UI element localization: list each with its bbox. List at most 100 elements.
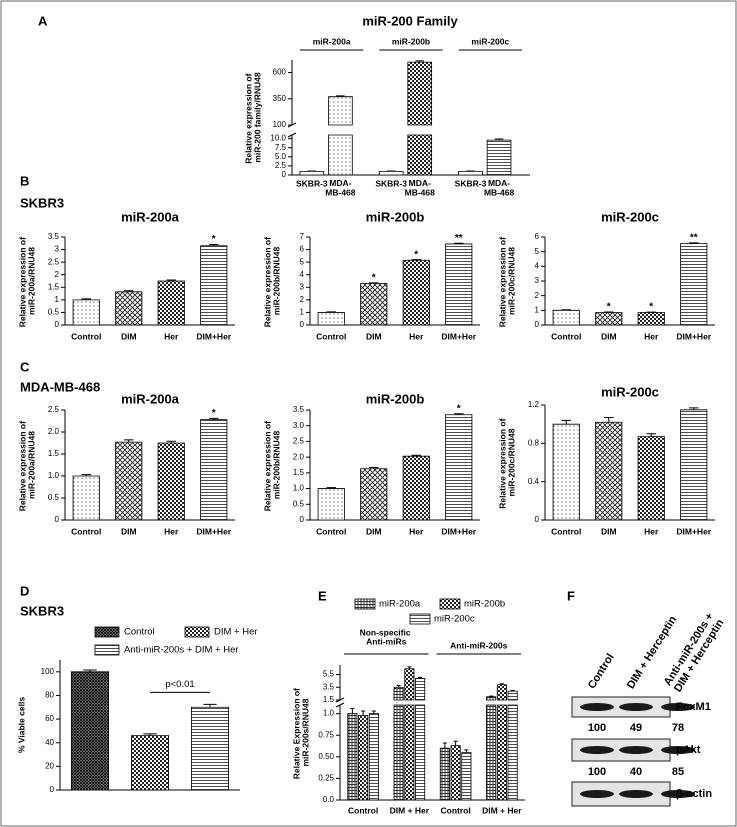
text-line: Non-specific [360,628,413,638]
bar [72,299,100,326]
y-tick-label: 0.0 [323,795,335,804]
bar [72,475,100,521]
y-tick-label: 3.0 [293,421,305,430]
text-line: MB-468 [405,188,436,198]
bar [680,243,708,326]
y-tick-label: 1 [55,295,60,304]
bar [299,170,325,176]
y-tick-label: 2 [535,291,540,300]
legend-swatch [184,626,210,638]
bar [595,312,623,326]
error-bar [143,733,157,736]
error-bar [369,282,379,284]
text-line: MDA- [329,178,351,188]
chart-title: miR-200c [601,209,659,224]
bar [200,419,228,521]
error-bar [689,407,699,410]
panel-letter: B [20,173,29,188]
error-bar [83,669,97,672]
error-bar [124,290,134,292]
significance-mark: ** [455,233,463,244]
text-line: miR-200c/RNU48 [507,247,517,315]
bar [637,312,665,326]
y-tick-label: 100 [273,120,287,129]
bar [404,668,415,801]
bar [328,96,353,176]
text-line: Relative expression of [498,416,508,509]
x-tick-label: DIM+Her [676,526,711,536]
y-tick-label: 2.5 [275,161,287,170]
significance-mark: * [212,408,216,419]
bar [445,243,473,326]
legend-label: miR-200c [434,614,475,625]
y-tick-label: 3 [300,282,305,291]
y-tick-label: 80 [45,691,54,700]
y-tick-label: 1.5 [323,695,335,704]
error-bar [454,242,464,244]
error-bar [464,749,469,753]
y-tick-label: 5.0 [275,152,287,161]
text-line: miR-200b/RNU48 [272,430,282,499]
text-line: miR-200b/RNU48 [272,246,282,315]
x-tick-label: DIM+Her [196,331,231,341]
text-line: Relative expression of [18,419,28,512]
significance-mark: * [649,302,653,313]
y-tick-label: 0 [282,170,287,179]
y-tick-label: 3.5 [293,405,305,414]
group-label: Anti-miR-200s [450,640,507,650]
x-tick-label: DIM+Her [196,526,231,536]
text-line: miR-200a/RNU48 [27,431,37,499]
x-tick-label: Control [316,526,346,536]
error-bar [124,439,134,443]
bar [415,677,426,801]
y-tick-label: 0.4 [528,477,540,486]
x-tick-label: Control [551,526,581,536]
y-tick-label: 2.0 [48,427,60,436]
y-tick-label: 0 [50,785,55,794]
blot-band [661,746,695,754]
bar [360,283,388,326]
panel-subtitle: SKBR3 [20,195,64,210]
x-tick-label: SKBR-3 [375,178,407,188]
text-line: miR-200s/RNU48 [301,698,311,766]
y-tick-label: 0.50 [318,752,334,761]
blot-band [661,790,695,798]
y-axis-label: Relative expression of miR-200b/RNU48 [263,235,282,328]
bar [402,259,430,326]
bar [131,735,169,791]
bar [680,409,708,521]
bar [157,280,185,326]
bar [71,671,109,791]
error-bar [604,416,614,423]
group-label: miR-200b [392,36,430,46]
y-tick-label: 0.5 [293,499,305,508]
blot-quantification: 100 [588,766,606,778]
error-bar [689,242,699,244]
blot-quantification: 78 [672,722,684,734]
panel-letter: E [318,588,327,603]
y-tick-label: 7.5 [275,143,287,152]
y-axis-label: Relative expression of miR-200a/RNU48 [18,419,37,512]
y-tick-label: 10.0 [270,134,286,143]
group-label: miR-200a [313,36,351,46]
error-bar [166,279,176,281]
y-tick-label: 0 [535,515,540,524]
error-bar [350,707,355,714]
text-line: MDA- [409,178,431,188]
text-line: MB-468 [484,188,515,198]
y-axis-label: Relative expression of miR-200a/RNU48 [18,235,37,328]
error-bar [396,684,401,688]
chart-title: miR-200a [121,391,180,406]
y-tick-label: 1.0 [48,471,60,480]
blot-quantification: 40 [630,766,642,778]
x-tick-label: Control [71,526,101,536]
bar [191,706,229,791]
x-tick-label: MDA-MB-468 [405,178,436,197]
x-tick-label: DIM [366,526,382,536]
legend-swatch [439,598,461,610]
bar [115,441,143,521]
error-bar [203,703,217,708]
significance-mark: ** [690,233,698,244]
chart-title: miR-200b [366,209,425,224]
